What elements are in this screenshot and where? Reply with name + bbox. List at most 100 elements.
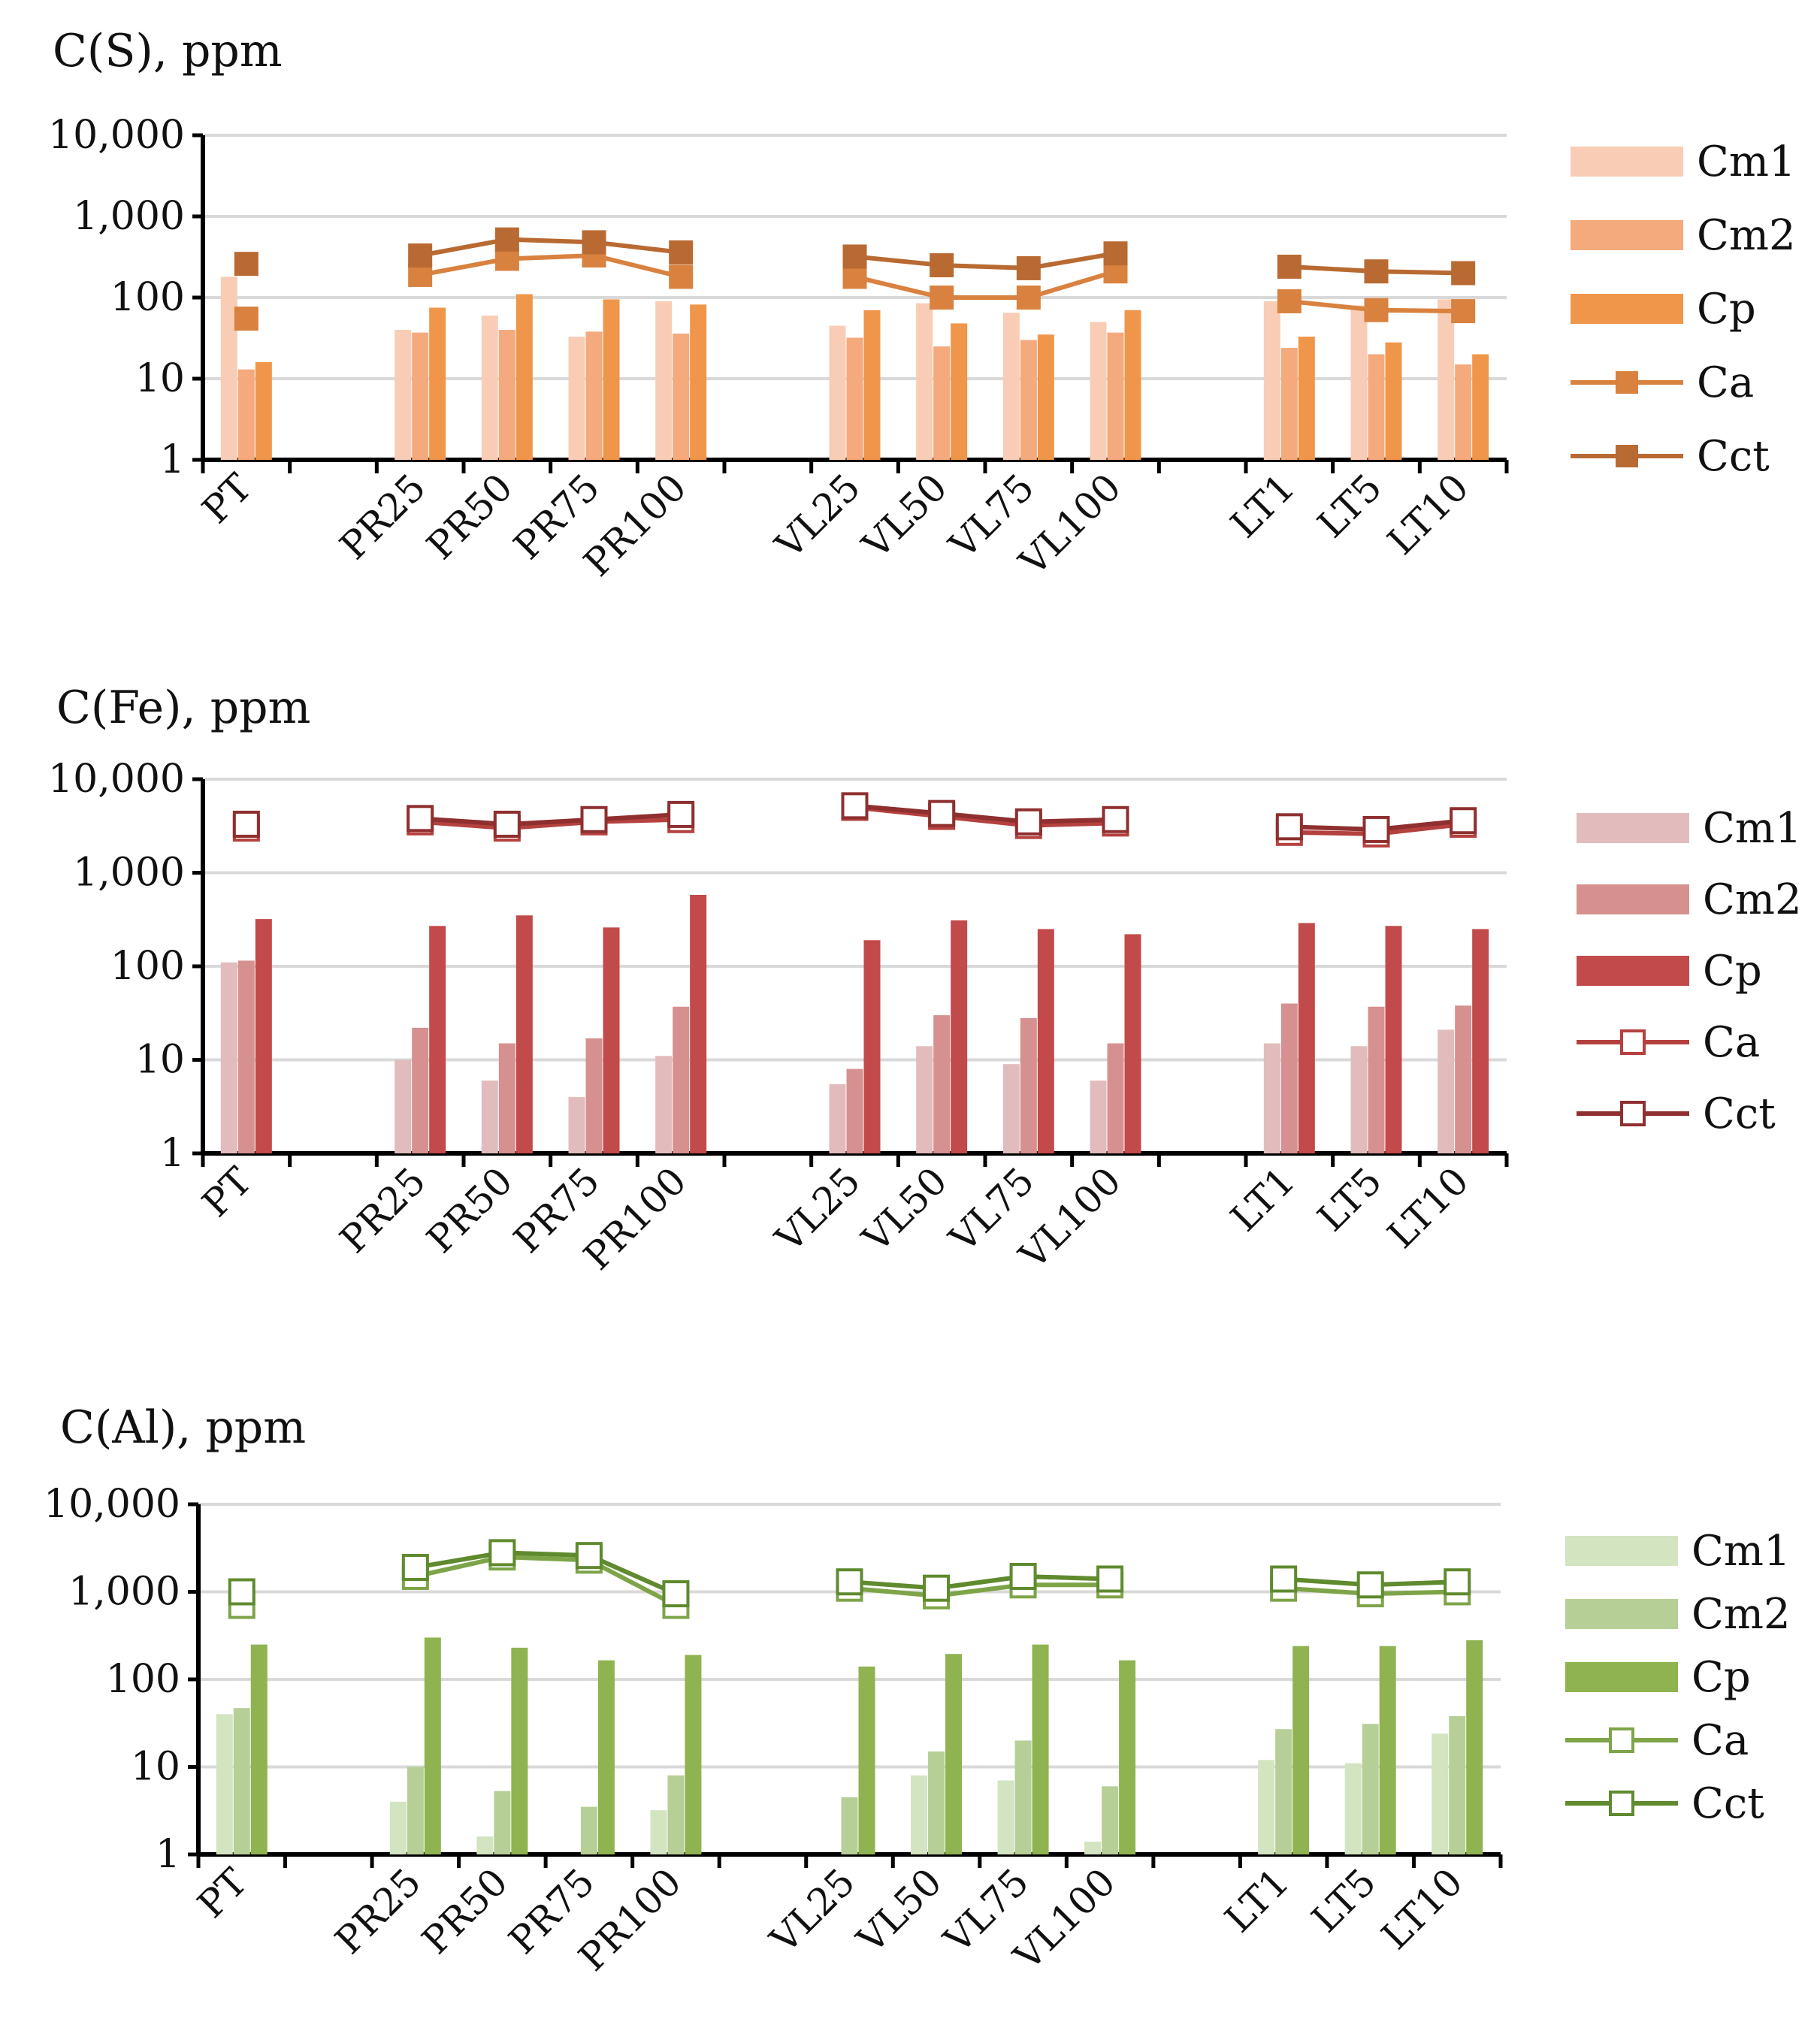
point-cct: [1444, 1568, 1471, 1596]
line-cct: [419, 812, 682, 827]
x-tick-label: LT5: [1309, 1159, 1390, 1240]
bar-cm2: [237, 369, 255, 460]
legend-swatch: [1565, 1662, 1678, 1692]
x-tick-label: PT: [194, 1159, 260, 1225]
legend-item-cp: Cp: [1577, 947, 1762, 996]
bar-cm2: [1280, 347, 1298, 460]
point-cct: [667, 800, 695, 828]
bar-cm2: [1362, 1724, 1379, 1854]
point-cct: [228, 1578, 255, 1606]
legend-item-cp: Cp: [1571, 285, 1756, 334]
point-cct: [1356, 1571, 1384, 1599]
legend-marker: [1620, 1029, 1646, 1055]
bar-cp: [597, 1660, 615, 1854]
bar-cp: [1124, 934, 1141, 1153]
bar-cm1: [568, 337, 585, 460]
y-tick-label: 100: [106, 1657, 180, 1702]
point-cct: [1275, 813, 1303, 841]
legend-swatch: [1565, 1536, 1678, 1566]
bar-cp: [1466, 1640, 1483, 1854]
bar-cm2: [1102, 1786, 1119, 1854]
bar-cm1: [829, 325, 846, 460]
bar-cm1: [997, 1780, 1014, 1854]
point-cct: [923, 1574, 951, 1602]
legend-item-cct: Cct: [1577, 1090, 1776, 1138]
legend-label: Cct: [1703, 1090, 1776, 1138]
point-cct: [1016, 255, 1041, 280]
point-ca: [1016, 286, 1041, 310]
point-cct: [842, 244, 867, 269]
x-tick-label: VL50: [854, 465, 956, 567]
legend-label: Cp: [1697, 285, 1756, 334]
legend-label: Cm2: [1692, 1590, 1791, 1639]
x-tick-label: LT5: [1309, 465, 1390, 546]
bar-cp: [685, 1655, 702, 1854]
bar-cm1: [216, 1714, 233, 1854]
bar-cm2: [1107, 1043, 1124, 1153]
point-ca: [669, 264, 694, 289]
legend-marker: [1616, 371, 1638, 394]
legend-swatch: [1577, 956, 1689, 986]
bar-cm2: [233, 1708, 250, 1854]
line-cct: [854, 803, 1116, 824]
bar-cp: [1037, 334, 1054, 460]
y-tick-label: 1: [156, 1832, 180, 1877]
legend-marker: [1609, 1791, 1634, 1816]
legend-item-cp: Cp: [1565, 1653, 1751, 1702]
legend-swatch: [1577, 884, 1689, 914]
point-cct: [930, 253, 954, 278]
bar-cm2: [846, 1068, 863, 1153]
x-tick-label: PR50: [419, 465, 521, 567]
bar-cm1: [1084, 1841, 1102, 1854]
point-ca: [1364, 298, 1389, 322]
bar-cm2: [673, 333, 690, 460]
line-cct: [419, 237, 682, 258]
line-ca: [419, 253, 682, 280]
bar-cm2: [846, 337, 863, 460]
point-cct: [836, 1568, 863, 1596]
y-tick-label: 100: [110, 944, 185, 989]
bar-cm1: [1350, 305, 1368, 460]
bar-cm2: [237, 960, 255, 1153]
bar-cm1: [481, 315, 498, 460]
bar-cp: [255, 919, 272, 1153]
bar-cm2: [841, 1797, 858, 1854]
y-tick-label: 10: [131, 1745, 180, 1790]
bar-cp: [429, 307, 446, 460]
bar-cm1: [568, 1097, 585, 1153]
bar-cm2: [1020, 1017, 1037, 1153]
bar-cm2: [585, 331, 603, 460]
legend-item-cm1: Cm1: [1577, 804, 1802, 853]
bar-cm2: [412, 1027, 429, 1153]
x-tick-label: PR25: [327, 1860, 429, 1962]
y-tick-label: 10,000: [48, 113, 185, 158]
bar-cm1: [650, 1810, 667, 1854]
bar-cp: [515, 915, 533, 1153]
bar-cm2: [928, 1751, 945, 1854]
bar-cm2: [667, 1775, 685, 1854]
x-tick-label: LT1: [1223, 1159, 1304, 1240]
y-tick-label: 1,000: [73, 851, 185, 896]
point-cct: [580, 805, 608, 833]
line-cct: [849, 1573, 1111, 1591]
legend-marker: [1609, 1727, 1634, 1753]
point-ca: [842, 264, 867, 289]
bar-cp: [603, 299, 620, 460]
legend-item-ca: Ca: [1565, 1716, 1749, 1765]
bar-cm1: [1432, 1733, 1449, 1854]
point-cct: [1451, 261, 1476, 286]
bar-cm1: [655, 301, 673, 460]
point-cct: [1009, 1562, 1037, 1590]
legend-marker: [1620, 1101, 1646, 1126]
legend-item-cm2: Cm2: [1571, 211, 1796, 260]
bar-cm2: [1020, 340, 1037, 460]
point-cct: [1096, 1565, 1124, 1593]
bar-cm2: [494, 1791, 511, 1854]
point-cct: [494, 227, 519, 252]
bar-cm1: [1438, 1029, 1455, 1153]
legend-label: Cm2: [1697, 211, 1796, 260]
point-cct: [488, 1539, 516, 1567]
legend-item-cm1: Cm1: [1571, 138, 1796, 186]
